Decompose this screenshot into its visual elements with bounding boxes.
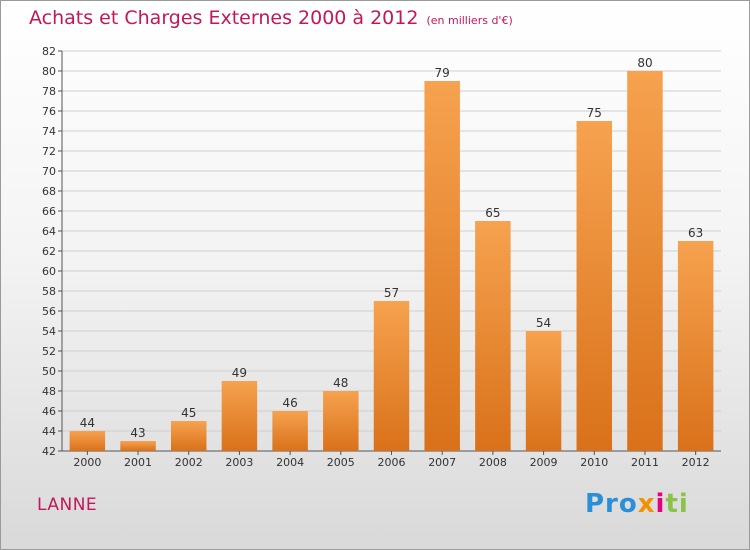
data-label: 45 [181, 406, 196, 420]
y-tick-label: 54 [42, 325, 56, 338]
y-tick-label: 58 [42, 285, 56, 298]
y-tick-label: 78 [42, 85, 56, 98]
x-tick-label: 2004 [276, 456, 304, 469]
x-tick-label: 2012 [682, 456, 710, 469]
data-label: 57 [384, 286, 399, 300]
data-label: 44 [80, 416, 95, 430]
x-tick-label: 2010 [580, 456, 608, 469]
x-tick-label: 2011 [631, 456, 659, 469]
chart-title: Achats et Charges Externes 2000 à 2012 (e… [29, 7, 513, 29]
bar-2001 [120, 441, 156, 451]
y-tick-label: 46 [42, 405, 56, 418]
y-tick-label: 62 [42, 245, 56, 258]
x-tick-label: 2008 [479, 456, 507, 469]
y-tick-label: 82 [42, 45, 56, 58]
y-tick-label: 74 [42, 125, 56, 138]
data-label: 63 [688, 226, 703, 240]
bar-2005 [323, 391, 359, 451]
y-tick-label: 66 [42, 205, 56, 218]
data-label: 79 [435, 66, 450, 80]
y-tick-label: 76 [42, 105, 56, 118]
x-tick-label: 2005 [327, 456, 355, 469]
bar-2006 [373, 301, 410, 451]
data-label: 65 [485, 206, 500, 220]
data-label: 49 [232, 366, 247, 380]
y-tick-label: 70 [42, 165, 56, 178]
x-tick-label: 2007 [428, 456, 456, 469]
y-tick-label: 50 [42, 365, 56, 378]
bar-2012 [677, 241, 714, 451]
data-label: 80 [637, 56, 652, 70]
bar-2007 [424, 81, 460, 451]
data-label: 75 [587, 106, 602, 120]
proxiti-logo: Proxiti [585, 489, 689, 519]
y-tick-label: 64 [42, 225, 56, 238]
y-tick-label: 44 [42, 425, 56, 438]
logo-part-4: ti [665, 489, 689, 519]
y-tick-label: 56 [42, 305, 56, 318]
bar-2002 [170, 421, 207, 451]
bar-2011 [627, 71, 663, 451]
bars [69, 71, 714, 451]
logo-part-2: x [637, 489, 656, 519]
y-tick-label: 68 [42, 185, 56, 198]
x-tick-label: 2000 [73, 456, 101, 469]
logo-part-3: i [655, 489, 666, 519]
x-tick-label: 2006 [378, 456, 406, 469]
chart-subtitle: (en milliers d'€) [426, 14, 513, 27]
data-label: 46 [282, 396, 297, 410]
bar-2000 [69, 431, 106, 451]
data-label: 43 [130, 426, 145, 440]
bar-2004 [272, 411, 308, 451]
x-tick-label: 2003 [225, 456, 253, 469]
bar-2009 [525, 331, 562, 451]
chart-title-text: Achats et Charges Externes 2000 à 2012 [29, 7, 419, 29]
labels: 42 44 46 48 50 52 54 56 58 60 62 64 66 68 70 72 74 76 78 80… [42, 45, 710, 469]
y-tick-label: 42 [42, 445, 56, 458]
data-label: 48 [333, 376, 348, 390]
y-tick-label: 52 [42, 345, 56, 358]
bar-2003 [221, 381, 258, 451]
bar-2008 [475, 221, 511, 451]
data-label: 54 [536, 316, 551, 330]
x-tick-label: 2002 [175, 456, 203, 469]
y-tick-label: 80 [42, 65, 56, 78]
y-tick-label: 48 [42, 385, 56, 398]
x-tick-label: 2001 [124, 456, 152, 469]
x-tick-label: 2009 [530, 456, 558, 469]
logo-part-1: Pro [585, 489, 638, 519]
y-tick-label: 60 [42, 265, 56, 278]
y-tick-label: 72 [42, 145, 56, 158]
bar-2010 [576, 121, 613, 451]
commune-name: LANNE [37, 495, 98, 515]
